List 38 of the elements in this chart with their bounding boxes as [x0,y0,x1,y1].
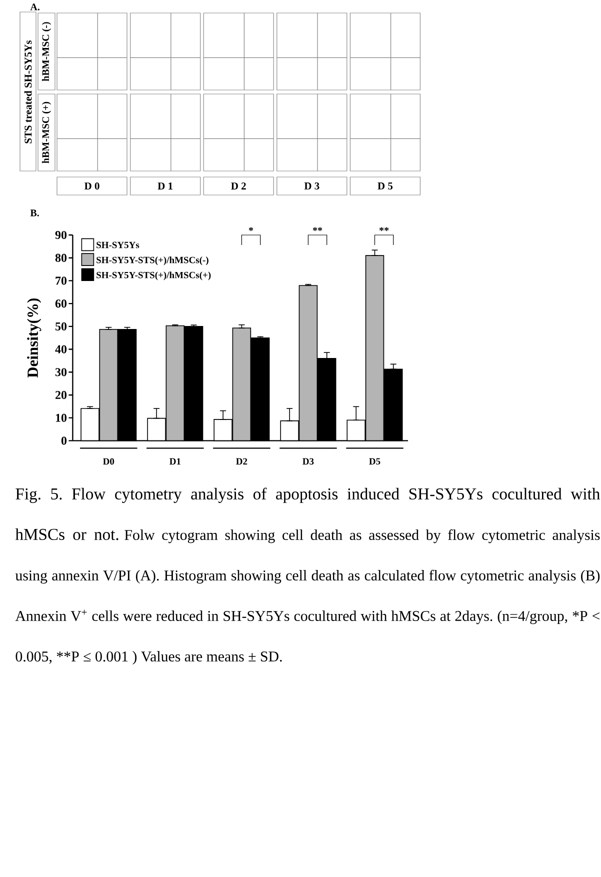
text: ** [312,227,322,231]
text: 0.005, **P ≤ 0.001 ) Values are means ± SD. [16,651,282,665]
x-tick-label: D5 [369,458,380,465]
text: * [248,227,254,231]
y-tick-label: 60 [55,300,67,308]
x-tick-label: D0 [102,458,114,465]
text: Fig. 5. Flow cytometry analysis of apoptosis induced SH-SY5Ys cocultured with [16,488,600,503]
y-tick-label: 80 [55,254,67,262]
y-tick-label: 10 [56,414,67,422]
x-tick-label: D1 [170,458,180,465]
text: using annexin V/PI (A). Histogram showing cell death as calculated flow cytometric analysis (B) [15,570,600,584]
chart-title: B. [30,210,39,216]
y-tick-label: 20 [56,390,67,400]
category-label: D 5 [378,182,393,190]
category-label: D 1 [158,182,172,190]
category-label: D 2 [231,182,246,190]
category-label: D 0 [84,182,100,190]
y-axis-title: Deinsity(%) [27,298,42,378]
y-tick-label: 40 [55,345,67,354]
legend-label: SH-SY5Ys [96,242,140,248]
x-tick-label: D3 [302,458,314,465]
y-tick-label: 0 [61,436,67,445]
text: Annexin V$^{+}$ cells were reduced in SH-SY5Ys cocultured with hMSCs at 2days. (n=4/group, *P < [15,610,600,624]
y-tick-label: 30 [55,368,67,376]
legend-label: SH-SY5Y-STS(+)/hMSCs(+) [96,272,211,280]
text: A. [30,4,40,10]
category-label: D 3 [304,182,320,190]
text: STS treated SH-SY5Ys [24,40,32,144]
y-tick-label: 90 [55,230,67,240]
category-label: hBM-MSC (+) [42,102,52,164]
text: ** [379,227,389,231]
text: Folw cytogram showing cell death as assessed by flow cytometric analysis [124,529,600,544]
legend-label: SH-SY5Y-STS(+)/hMSCs(-) [96,256,208,266]
y-tick-label: 70 [56,276,67,285]
category-label: hBM-MSC (-) [42,22,52,82]
x-tick-label: D2 [236,458,248,465]
text: hMSCs or not. [15,528,118,540]
y-tick-label: 50 [55,322,67,330]
